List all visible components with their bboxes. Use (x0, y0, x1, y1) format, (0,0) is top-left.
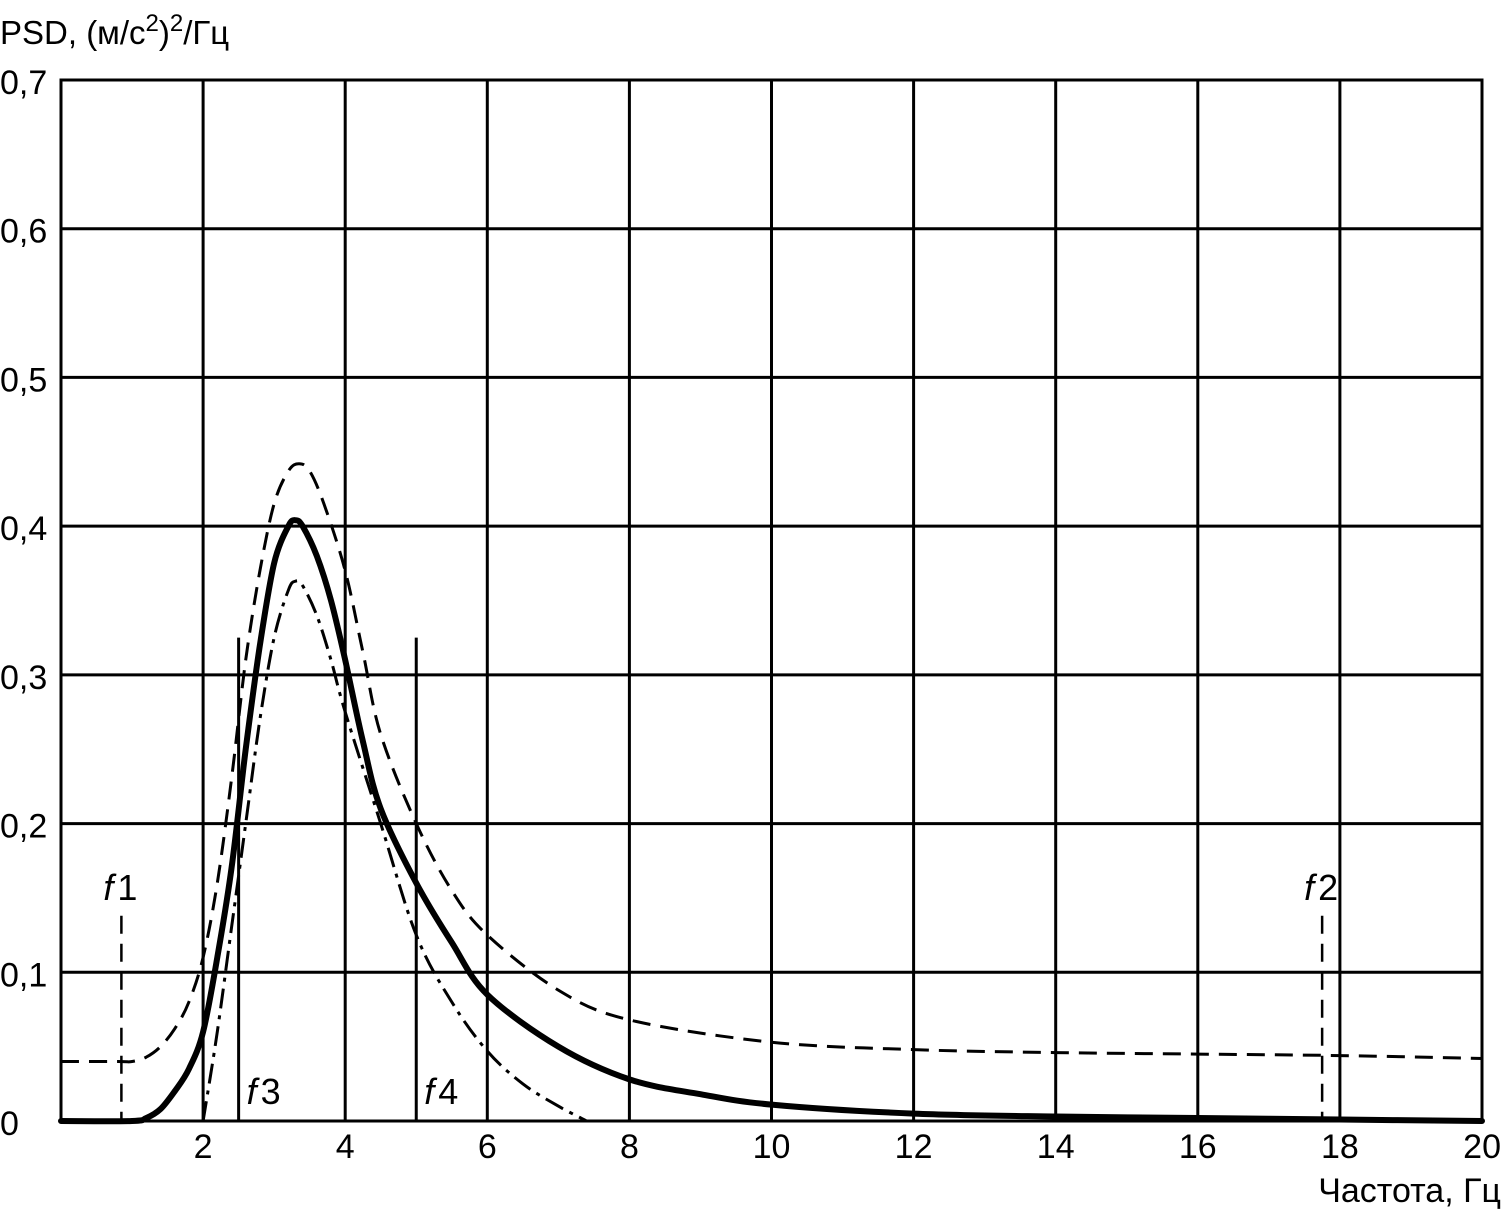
series-lines (58, 462, 1485, 1125)
x-tick-label: 8 (620, 1128, 639, 1166)
y-tick-label: 0,1 (0, 956, 47, 994)
x-tick-label: 6 (478, 1128, 497, 1166)
x-tick-label: 14 (1037, 1128, 1075, 1166)
plot-frame (59, 78, 1484, 1123)
x-tick-label: 12 (895, 1128, 933, 1166)
y-tick-label: 0,3 (0, 659, 47, 697)
grid-lines (61, 80, 1482, 1121)
y-tick-label: 0,5 (0, 361, 47, 399)
x-tick-label: 10 (753, 1128, 791, 1166)
x-tick-label: 2 (194, 1128, 213, 1166)
y-tick-label: 0,2 (0, 808, 47, 846)
y-tick-labels: 0 0,1 0,2 0,3 0,4 0,5 0,6 0,7 (0, 64, 47, 1143)
x-axis-label: Частота, Гц (1318, 1172, 1501, 1209)
x-tick-label: 20 (1463, 1128, 1501, 1166)
y-tick-label: 0 (0, 1105, 19, 1143)
y-tick-label: 0,6 (0, 213, 47, 251)
y-tick-label: 0,7 (0, 64, 47, 102)
y-axis-label: PSD, (м/с2)2/Гц (0, 10, 229, 51)
frequency-markers: f 1 f 2 f 3 f 4 (103, 637, 1338, 1121)
series-dash-dot (201, 579, 588, 1123)
series-solid-thick (58, 517, 1485, 1125)
y-tick-label: 0,4 (0, 510, 47, 548)
x-tick-labels: 2 4 6 8 10 12 14 16 18 20 (194, 1128, 1501, 1166)
x-tick-label: 16 (1179, 1128, 1217, 1166)
x-tick-label: 18 (1321, 1128, 1359, 1166)
series-dashed (61, 462, 1483, 1064)
x-tick-label: 4 (336, 1128, 355, 1166)
